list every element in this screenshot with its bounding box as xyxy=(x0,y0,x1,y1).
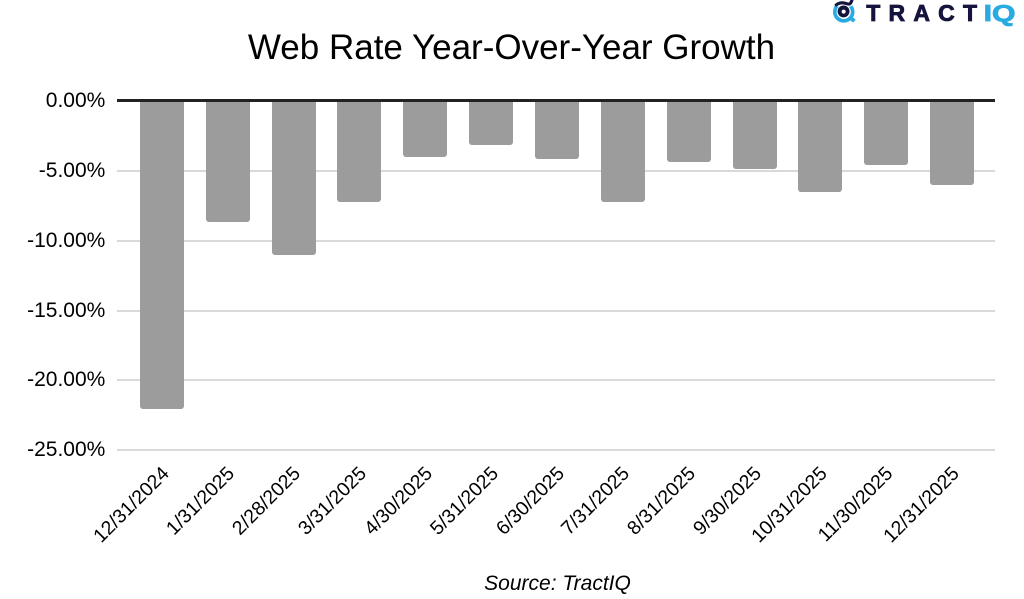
svg-text:IQ: IQ xyxy=(984,0,1016,26)
svg-text:TRACT: TRACT xyxy=(866,0,985,26)
